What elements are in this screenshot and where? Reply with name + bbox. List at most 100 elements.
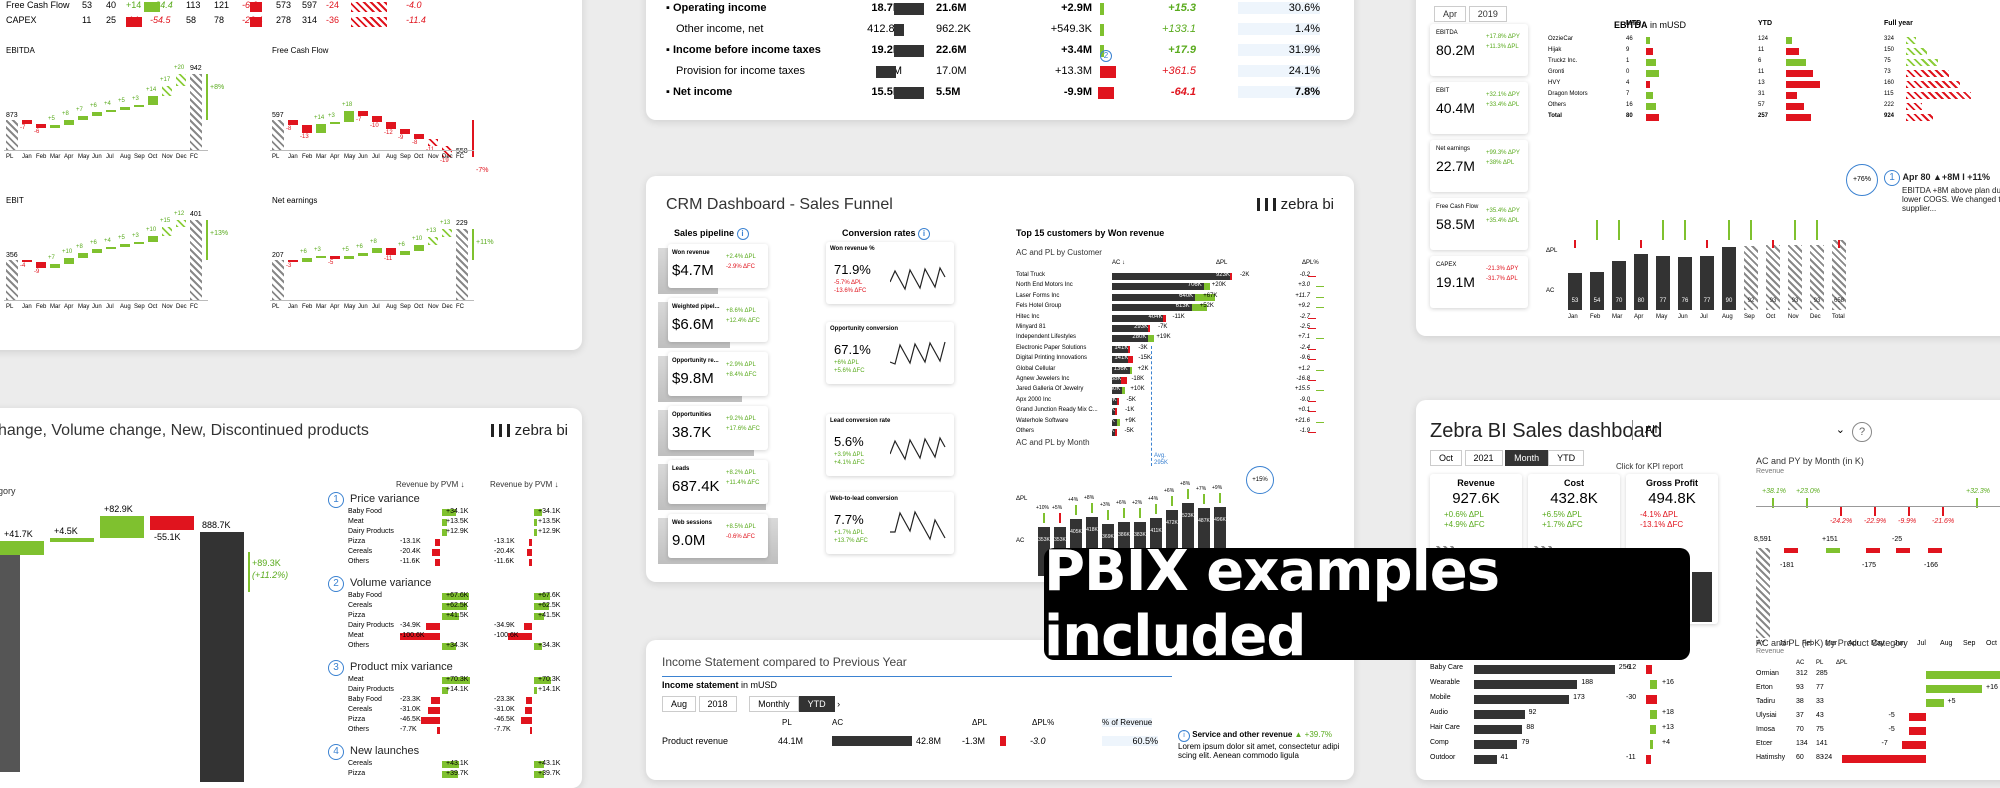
customer-name: Agnew Jewelers Inc [1016,376,1070,382]
delta-bar [134,241,144,244]
kpi-delta-b: +38% ΔPL [1486,160,1515,166]
delta-pin [1794,220,1796,240]
year-select[interactable]: 2018 [698,696,737,712]
delta-bar [50,263,60,268]
fy-bar [1906,81,1960,88]
variance-value-2: -34.9K [494,622,515,629]
delta-pin [1316,296,1324,298]
month-select[interactable]: Aug [662,696,697,712]
year-select[interactable]: 2021 [1464,450,1503,466]
month-label: Nov [428,304,439,310]
delta-pct: -9.6 [1299,355,1310,362]
total-arrow [206,74,208,120]
row-value: 53 [82,0,93,10]
store-ac: 134 [1796,740,1808,747]
end-bar [190,74,202,150]
tab-monthly[interactable]: Monthly [749,696,799,712]
delta-bar [316,256,326,259]
col-header: PL [782,718,792,727]
month-label: Apr [1848,640,1859,647]
delta-label: +8 [76,243,83,250]
kpi-value: 40.4M [1436,100,1475,116]
income-vs-py-card: Income Statement compared to Previous Ye… [646,640,1354,780]
ytd-bar [1786,103,1804,110]
delta-label: +3% [1100,502,1111,509]
month-label: Oct [1986,640,1997,647]
delta-bar [36,124,46,128]
variance-bar-2 [520,717,532,724]
delta-bar [22,120,32,125]
delta-bar [162,226,172,236]
fy-value: 222 [1884,102,1895,108]
month-label: Total [1832,314,1845,320]
month-select[interactable]: Apr [1434,6,1467,22]
month-select[interactable]: Oct [1430,450,1463,466]
ac-column [1788,244,1802,310]
month-label: Apr [330,304,340,310]
ytd-bar [1786,81,1820,88]
tab-ytd[interactable]: YTD [798,696,835,712]
help-icon[interactable]: ? [1852,422,1872,442]
comment-head: Apr 80 ▲+8M I +11% [1902,172,1990,182]
row-label: Free Cash Flow [6,0,70,10]
start-bar [272,120,284,150]
delta-bar [120,106,130,110]
end-value: 229 [456,220,468,228]
store-delta-bar [1908,727,1926,735]
month-label: Oct [148,154,158,160]
delta-label: +10 [146,226,157,233]
delta-pin [1728,220,1730,240]
variance-value-2: -31.0K [494,706,515,713]
delta-value: +2K [1137,365,1149,372]
month-value: 383K [1134,532,1146,539]
filter-dropdown[interactable]: All ⌄ [1632,420,1845,440]
store-pl: 43 [1816,712,1824,719]
ac-py-title: AC and PY by Month (in K) [1756,456,1864,466]
variance-value: -34.9K [400,622,421,629]
store-ac: 38 [1796,698,1804,705]
delta-label: -4 [20,263,26,270]
customer-name: Jared Galleria Of Jewelry [1016,386,1084,393]
ac-value: 93 [1769,298,1777,304]
kpi-delta-b: +5.6% ΔFC [834,368,865,374]
filter-value: All [1645,424,1658,436]
delta-label: +5 [48,115,55,122]
waterfall-label: 888.7K [202,520,231,530]
ac-column [1656,256,1670,310]
fy-bar [1906,59,1938,66]
delta-bar [428,237,438,245]
variance-value-2: +13.5K [538,518,561,525]
tab-ytd[interactable]: YTD [1548,450,1585,466]
kpi-value: 58.5M [1436,216,1475,232]
delta-value: +3.4M [1061,44,1092,56]
tab-month[interactable]: Month [1505,450,1549,466]
month-label: Jan [1779,640,1791,647]
delta-bar [1129,366,1132,374]
conversion-kpi: Lead conversion rate 5.6% +3.9% ΔPL +4.1% Δ… [826,414,954,476]
delta-bar [1114,429,1117,436]
ac-value: 658 [1833,298,1844,304]
month-label: Apr [330,154,340,160]
delta-label: +4 [104,100,111,107]
start-value: 207 [272,252,284,259]
info-icon[interactable]: i [918,228,931,240]
delta-value: +19K [1156,334,1171,341]
year-select[interactable]: 2019 [1468,6,1507,22]
variance-bar [421,717,440,724]
customer-name: Others [1016,428,1035,434]
info-icon[interactable]: i [736,228,749,240]
ac-value: 141K [1114,355,1129,362]
store-name: Hatimshy [1756,754,1786,761]
chevron-right-icon[interactable]: › [837,699,841,709]
percent-badge: +15% [1246,466,1274,494]
waterfall-label: +82.9K [104,504,133,514]
sparkline [890,341,946,365]
variance-value-2: +39.7K [538,770,561,777]
cash-flow-table: Free Cash Flow 53 40 +14 +34.4 113 121 -6.6 573 5… [6,0,566,36]
kpi-delta-b: -31.7% ΔPL [1486,276,1518,282]
month-label: FC [190,154,198,160]
delta-label: +4 [104,237,111,244]
filters: Aug 2018 Monthly YTD › [662,696,840,712]
variance-value-2: -46.5K [494,716,515,723]
sparkline-path [890,436,946,461]
